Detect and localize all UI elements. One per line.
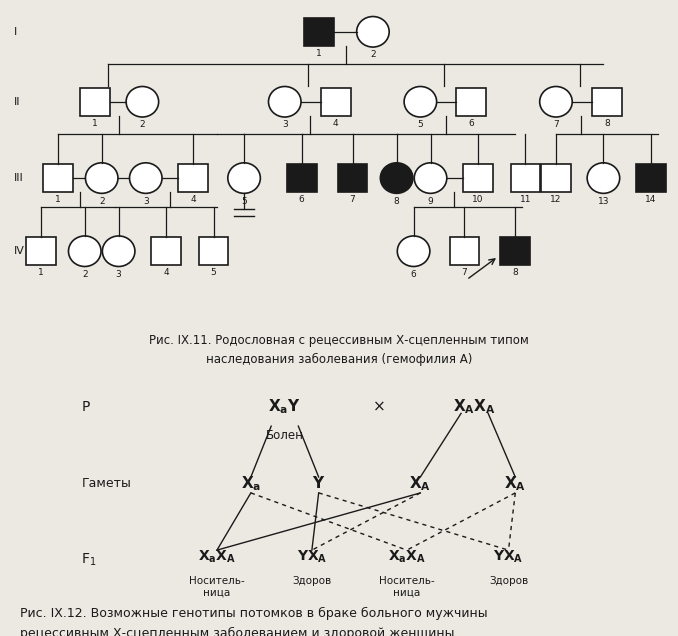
Text: 5: 5 bbox=[241, 197, 247, 205]
Text: 2: 2 bbox=[140, 120, 145, 129]
Bar bbox=[636, 164, 666, 192]
Text: 5: 5 bbox=[418, 120, 423, 129]
Text: наследования заболевания (гемофилия А): наследования заболевания (гемофилия А) bbox=[206, 353, 472, 366]
Bar bbox=[304, 18, 334, 46]
Circle shape bbox=[540, 86, 572, 117]
Text: 8: 8 bbox=[513, 268, 518, 277]
Circle shape bbox=[268, 86, 301, 117]
Bar bbox=[338, 164, 367, 192]
Text: 10: 10 bbox=[473, 195, 483, 204]
Text: $\mathbf{X_aX_A}$: $\mathbf{X_aX_A}$ bbox=[388, 548, 426, 565]
Circle shape bbox=[587, 163, 620, 193]
Text: 2: 2 bbox=[99, 197, 104, 205]
Text: 7: 7 bbox=[350, 195, 355, 204]
Text: $\mathbf{X_aY}$: $\mathbf{X_aY}$ bbox=[268, 398, 301, 417]
Bar bbox=[151, 237, 181, 265]
Text: Рис. IX.11. Родословная с рецессивным Х-сцепленным типом: Рис. IX.11. Родословная с рецессивным Х-… bbox=[149, 334, 529, 347]
Text: $\mathbf{X_AX_A}$: $\mathbf{X_AX_A}$ bbox=[454, 398, 496, 417]
Text: Гаметы: Гаметы bbox=[81, 477, 132, 490]
Circle shape bbox=[85, 163, 118, 193]
Text: 5: 5 bbox=[211, 268, 216, 277]
Text: 3: 3 bbox=[143, 197, 148, 205]
Text: III: III bbox=[14, 173, 23, 183]
Bar bbox=[43, 164, 73, 192]
Text: 6: 6 bbox=[468, 119, 474, 128]
Text: Носитель-
ница: Носитель- ница bbox=[189, 576, 245, 597]
Text: 2: 2 bbox=[82, 270, 87, 279]
Text: Здоров: Здоров bbox=[489, 576, 528, 586]
Bar bbox=[592, 88, 622, 116]
Text: 6: 6 bbox=[299, 195, 304, 204]
Bar bbox=[178, 164, 208, 192]
Text: 4: 4 bbox=[333, 119, 338, 128]
Bar bbox=[321, 88, 351, 116]
Bar bbox=[511, 164, 540, 192]
Circle shape bbox=[228, 163, 260, 193]
Text: 7: 7 bbox=[553, 120, 559, 129]
Bar bbox=[199, 237, 228, 265]
Text: 12: 12 bbox=[551, 195, 561, 204]
Circle shape bbox=[357, 17, 389, 47]
Circle shape bbox=[380, 163, 413, 193]
Text: $\mathbf{X_A}$: $\mathbf{X_A}$ bbox=[410, 474, 431, 493]
Text: II: II bbox=[14, 97, 20, 107]
Bar bbox=[26, 237, 56, 265]
Bar bbox=[80, 88, 110, 116]
Text: Здоров: Здоров bbox=[292, 576, 332, 586]
Text: 4: 4 bbox=[163, 268, 169, 277]
Text: 8: 8 bbox=[604, 119, 610, 128]
Text: 13: 13 bbox=[598, 197, 609, 205]
Text: $\mathbf{Y}$: $\mathbf{Y}$ bbox=[312, 475, 325, 492]
Text: Болен: Болен bbox=[266, 429, 304, 442]
Text: рецессивным Х-сцепленным заболеванием и здоровой женщины: рецессивным Х-сцепленным заболеванием и … bbox=[20, 626, 455, 636]
Text: 1: 1 bbox=[55, 195, 60, 204]
Text: 3: 3 bbox=[282, 120, 287, 129]
Text: 1: 1 bbox=[38, 268, 43, 277]
Text: $\mathbf{X_a}$: $\mathbf{X_a}$ bbox=[241, 474, 261, 493]
Text: 7: 7 bbox=[462, 268, 467, 277]
Text: 1: 1 bbox=[316, 49, 321, 58]
Bar bbox=[541, 164, 571, 192]
Text: 11: 11 bbox=[520, 195, 531, 204]
Circle shape bbox=[129, 163, 162, 193]
Text: 2: 2 bbox=[370, 50, 376, 59]
Text: $\mathbf{YX_A}$: $\mathbf{YX_A}$ bbox=[494, 548, 523, 565]
Text: ×: × bbox=[374, 399, 386, 415]
Text: 14: 14 bbox=[645, 195, 656, 204]
Bar bbox=[463, 164, 493, 192]
Bar bbox=[287, 164, 317, 192]
Text: $\mathbf{YX_A}$: $\mathbf{YX_A}$ bbox=[297, 548, 327, 565]
Text: $\mathbf{X_aX_A}$: $\mathbf{X_aX_A}$ bbox=[198, 548, 236, 565]
Bar bbox=[450, 237, 479, 265]
Text: 3: 3 bbox=[116, 270, 121, 279]
Circle shape bbox=[102, 236, 135, 266]
Text: 8: 8 bbox=[394, 197, 399, 205]
Text: Рис. IX.12. Возможные генотипы потомков в браке больного мужчины: Рис. IX.12. Возможные генотипы потомков … bbox=[20, 607, 488, 621]
Circle shape bbox=[404, 86, 437, 117]
Text: Носитель-
ница: Носитель- ница bbox=[379, 576, 435, 597]
Text: 6: 6 bbox=[411, 270, 416, 279]
Text: 9: 9 bbox=[428, 197, 433, 205]
Text: 1: 1 bbox=[92, 119, 98, 128]
Text: 4: 4 bbox=[191, 195, 196, 204]
Circle shape bbox=[397, 236, 430, 266]
Text: F$_1$: F$_1$ bbox=[81, 551, 97, 568]
Text: IV: IV bbox=[14, 246, 24, 256]
Text: P: P bbox=[81, 400, 89, 414]
Text: I: I bbox=[14, 27, 17, 37]
Circle shape bbox=[414, 163, 447, 193]
Circle shape bbox=[126, 86, 159, 117]
Circle shape bbox=[68, 236, 101, 266]
Bar bbox=[500, 237, 530, 265]
Bar bbox=[456, 88, 486, 116]
Text: $\mathbf{X_A}$: $\mathbf{X_A}$ bbox=[504, 474, 526, 493]
